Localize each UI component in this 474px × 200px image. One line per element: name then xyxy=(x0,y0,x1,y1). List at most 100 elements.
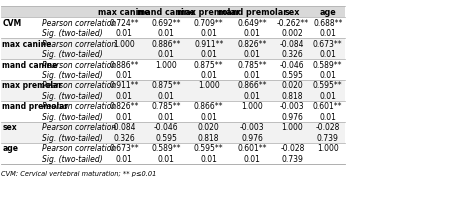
Text: 0.01: 0.01 xyxy=(319,50,336,59)
Text: 0.01: 0.01 xyxy=(116,29,132,38)
Text: 0.826**: 0.826** xyxy=(237,39,267,48)
FancyBboxPatch shape xyxy=(1,59,346,70)
Text: sex: sex xyxy=(285,8,300,17)
Text: 0.866**: 0.866** xyxy=(194,102,223,111)
Text: 0.739: 0.739 xyxy=(317,133,338,142)
FancyBboxPatch shape xyxy=(1,133,346,143)
Text: 0.01: 0.01 xyxy=(116,71,132,80)
Text: 0.01: 0.01 xyxy=(201,71,217,80)
Text: Pearson correlation: Pearson correlation xyxy=(42,81,117,90)
Text: 0.595**: 0.595** xyxy=(194,144,224,153)
Text: max canine: max canine xyxy=(98,8,150,17)
FancyBboxPatch shape xyxy=(1,28,346,39)
Text: mand canine: mand canine xyxy=(2,60,58,69)
Text: 0.595: 0.595 xyxy=(282,71,303,80)
Text: 0.01: 0.01 xyxy=(158,154,175,163)
Text: 0.688**: 0.688** xyxy=(313,18,342,27)
Text: 0.01: 0.01 xyxy=(201,154,217,163)
Text: 0.01: 0.01 xyxy=(244,29,261,38)
Text: 0.020: 0.020 xyxy=(282,81,303,90)
Text: Sig. (two-tailed): Sig. (two-tailed) xyxy=(42,154,103,163)
Text: 0.01: 0.01 xyxy=(201,29,217,38)
Text: 0.326: 0.326 xyxy=(113,133,135,142)
Text: -0.046: -0.046 xyxy=(154,123,179,132)
Text: 0.601**: 0.601** xyxy=(237,144,267,153)
Text: -0.028: -0.028 xyxy=(316,123,340,132)
Text: max premolar: max premolar xyxy=(2,81,63,90)
Text: Sig. (two-tailed): Sig. (two-tailed) xyxy=(42,29,103,38)
Text: Pearson correlation: Pearson correlation xyxy=(42,123,117,132)
Text: 0.326: 0.326 xyxy=(282,50,303,59)
Text: 1.000: 1.000 xyxy=(282,123,303,132)
Text: 0.739: 0.739 xyxy=(282,154,303,163)
Text: mand premolar: mand premolar xyxy=(218,8,287,17)
Text: sex: sex xyxy=(2,123,17,132)
Text: 0.020: 0.020 xyxy=(198,123,219,132)
Text: 0.911**: 0.911** xyxy=(194,39,223,48)
Text: Pearson correlation: Pearson correlation xyxy=(42,102,117,111)
Text: 0.01: 0.01 xyxy=(116,154,132,163)
Text: 0.866**: 0.866** xyxy=(237,81,267,90)
Text: 0.886**: 0.886** xyxy=(109,60,138,69)
Text: 0.692**: 0.692** xyxy=(152,18,181,27)
Text: 0.002: 0.002 xyxy=(282,29,303,38)
Text: 0.01: 0.01 xyxy=(244,154,261,163)
FancyBboxPatch shape xyxy=(1,7,346,18)
Text: 0.589**: 0.589** xyxy=(152,144,181,153)
Text: 0.595: 0.595 xyxy=(155,133,177,142)
Text: mand premolar: mand premolar xyxy=(2,102,68,111)
Text: max canine: max canine xyxy=(2,39,52,48)
Text: 0.01: 0.01 xyxy=(319,29,336,38)
FancyBboxPatch shape xyxy=(1,101,346,112)
Text: age: age xyxy=(2,144,18,153)
Text: age: age xyxy=(319,8,336,17)
Text: 0.976: 0.976 xyxy=(241,133,263,142)
Text: mand canine: mand canine xyxy=(137,8,195,17)
Text: 1.000: 1.000 xyxy=(241,102,263,111)
Text: 0.01: 0.01 xyxy=(158,50,175,59)
FancyBboxPatch shape xyxy=(1,153,346,164)
Text: 0.673**: 0.673** xyxy=(109,144,139,153)
Text: 0.673**: 0.673** xyxy=(313,39,343,48)
Text: 0.818: 0.818 xyxy=(198,133,219,142)
Text: 0.01: 0.01 xyxy=(319,112,336,121)
FancyBboxPatch shape xyxy=(1,91,346,101)
Text: Pearson correlation: Pearson correlation xyxy=(42,39,117,48)
Text: 0.01: 0.01 xyxy=(201,50,217,59)
Text: 0.649**: 0.649** xyxy=(237,18,267,27)
Text: Pearson correlation: Pearson correlation xyxy=(42,60,117,69)
Text: 0.724**: 0.724** xyxy=(109,18,139,27)
Text: 0.785**: 0.785** xyxy=(152,102,181,111)
Text: 0.01: 0.01 xyxy=(116,92,132,100)
Text: 1.000: 1.000 xyxy=(317,144,338,153)
Text: 1.000: 1.000 xyxy=(198,81,219,90)
Text: Sig. (two-tailed): Sig. (two-tailed) xyxy=(42,92,103,100)
FancyBboxPatch shape xyxy=(1,49,346,59)
FancyBboxPatch shape xyxy=(1,112,346,122)
Text: 0.875**: 0.875** xyxy=(194,60,223,69)
Text: Sig. (two-tailed): Sig. (two-tailed) xyxy=(42,71,103,80)
Text: -0.046: -0.046 xyxy=(280,60,305,69)
Text: 0.826**: 0.826** xyxy=(109,102,138,111)
Text: max premolar: max premolar xyxy=(177,8,240,17)
FancyBboxPatch shape xyxy=(1,39,346,49)
Text: Sig. (two-tailed): Sig. (two-tailed) xyxy=(42,50,103,59)
Text: Pearson correlation: Pearson correlation xyxy=(42,144,117,153)
Text: -0.262**: -0.262** xyxy=(276,18,309,27)
FancyBboxPatch shape xyxy=(1,70,346,80)
Text: Sig. (two-tailed): Sig. (two-tailed) xyxy=(42,133,103,142)
Text: -0.084: -0.084 xyxy=(280,39,305,48)
Text: 1.000: 1.000 xyxy=(155,60,177,69)
Text: 0.886**: 0.886** xyxy=(152,39,181,48)
Text: CVM: Cervical vertebral maturation; ** p≤0.01: CVM: Cervical vertebral maturation; ** p… xyxy=(1,170,157,176)
Text: 0.01: 0.01 xyxy=(319,92,336,100)
Text: -0.084: -0.084 xyxy=(112,123,136,132)
FancyBboxPatch shape xyxy=(1,18,346,28)
Text: 0.601**: 0.601** xyxy=(313,102,342,111)
Text: 0.01: 0.01 xyxy=(116,112,132,121)
FancyBboxPatch shape xyxy=(1,80,346,91)
Text: 0.01: 0.01 xyxy=(244,50,261,59)
FancyBboxPatch shape xyxy=(1,122,346,133)
Text: 0.01: 0.01 xyxy=(158,112,175,121)
Text: 0.589**: 0.589** xyxy=(313,60,342,69)
